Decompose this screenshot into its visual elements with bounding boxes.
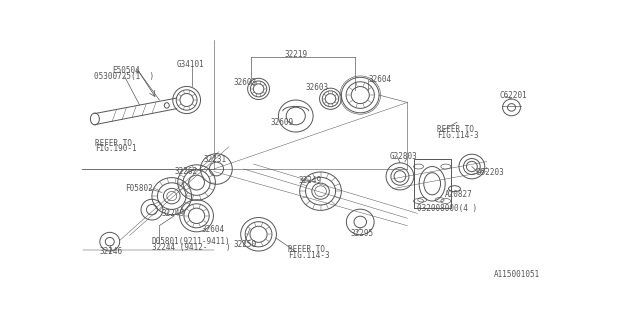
Text: G22803: G22803 [390,152,418,161]
Text: 32603: 32603 [234,78,257,87]
Text: REFER TO: REFER TO [437,125,474,134]
Text: 32295: 32295 [350,228,374,237]
Text: 05300725(1  ): 05300725(1 ) [94,72,154,81]
Text: F05802: F05802 [125,184,152,193]
Text: REFER TO: REFER TO [95,139,132,148]
Text: A20827: A20827 [445,190,472,199]
Text: FIG.114-3: FIG.114-3 [437,131,479,140]
Text: 32604: 32604 [369,75,392,84]
Text: 32249: 32249 [298,176,321,185]
Text: G34101: G34101 [177,60,204,69]
Text: 32246: 32246 [100,247,123,256]
Text: 32609: 32609 [271,118,294,127]
Text: REFER TO: REFER TO [288,245,325,254]
Text: 32249: 32249 [162,209,185,218]
Text: 32219: 32219 [284,50,307,59]
Text: 32231: 32231 [203,155,226,164]
Text: FIG.190-1: FIG.190-1 [95,144,136,153]
Text: D52203: D52203 [477,168,504,177]
Text: 032008000(4 ): 032008000(4 ) [417,204,477,213]
Text: 32604: 32604 [202,225,225,234]
Text: 32262: 32262 [174,167,197,176]
Text: 32603: 32603 [306,83,329,92]
Text: 32250: 32250 [234,240,257,249]
Text: A115001051: A115001051 [494,270,540,279]
Text: E50504: E50504 [112,66,140,75]
Text: FIG.114-3: FIG.114-3 [288,251,330,260]
Text: D05801(9211-9411): D05801(9211-9411) [152,237,230,246]
Text: C62201: C62201 [499,91,527,100]
Text: 32244 (9412-    ): 32244 (9412- ) [152,243,230,252]
